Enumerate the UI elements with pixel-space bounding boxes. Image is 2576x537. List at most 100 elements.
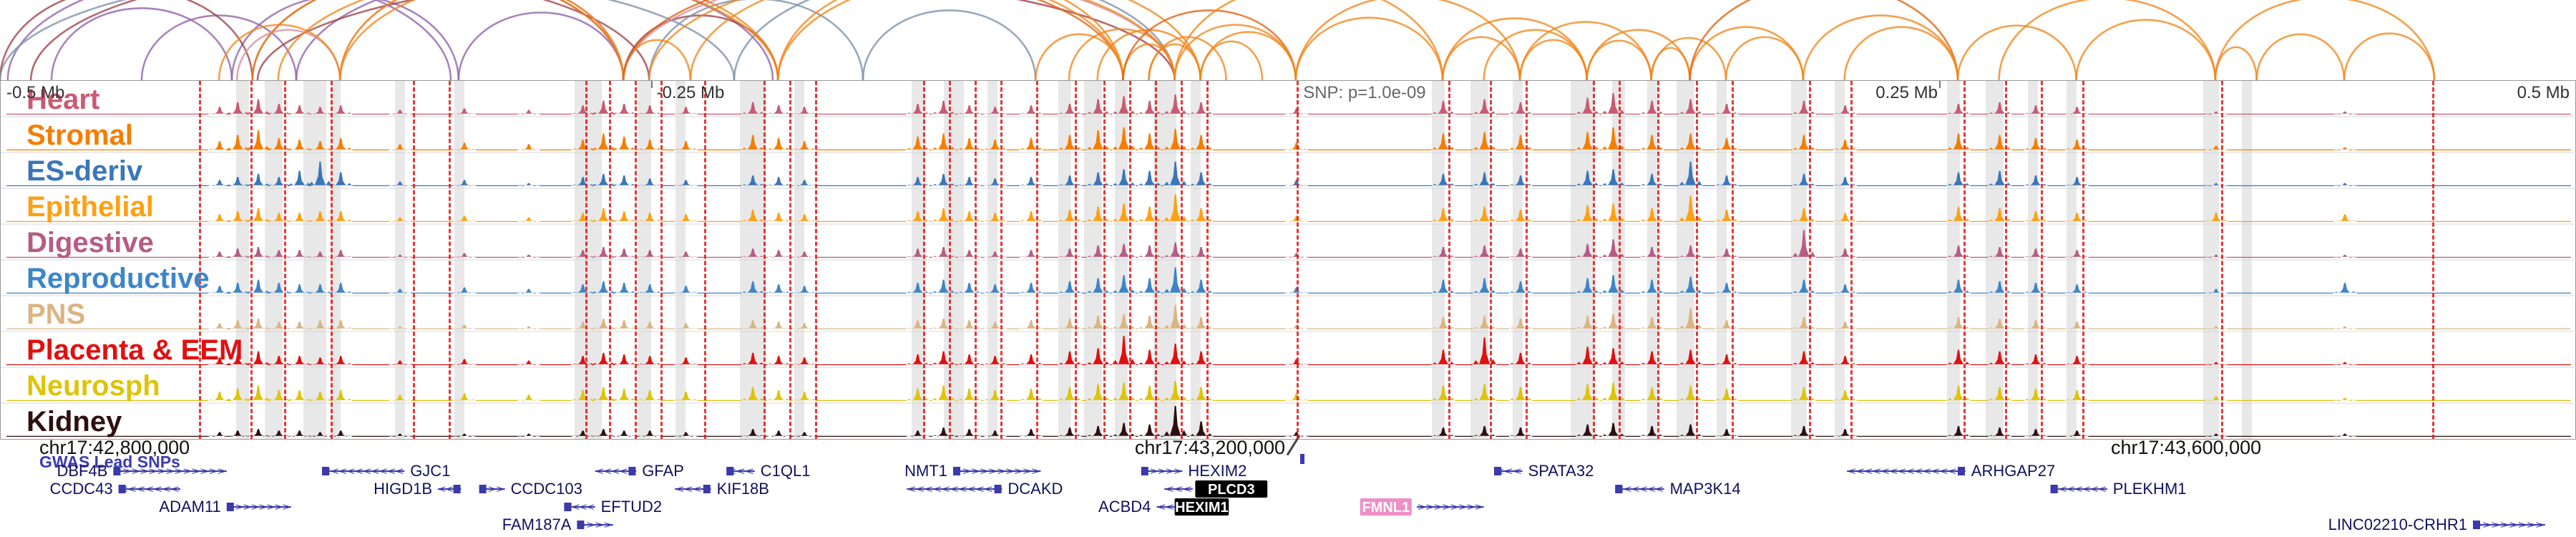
interaction-arc[interactable] (1518, 39, 1588, 80)
gene-label[interactable]: HEXIM2 (1188, 462, 1246, 480)
gene-exon-block (118, 485, 126, 493)
interaction-arc[interactable] (1174, 0, 1444, 80)
gene-label[interactable]: MAP3K14 (1670, 480, 1741, 498)
interaction-arc[interactable] (1724, 36, 1805, 80)
interaction-arc[interactable] (251, 0, 625, 80)
interaction-arc[interactable] (1650, 47, 1691, 80)
interaction-arc[interactable] (29, 0, 650, 80)
interaction-arc[interactable] (1294, 16, 1444, 80)
gene-label[interactable]: EFTUD2 (601, 498, 663, 516)
signal-track-heart[interactable] (6, 92, 2571, 115)
interaction-arc[interactable] (1843, 26, 1959, 80)
gene-label[interactable]: ARHGAP27 (1971, 462, 2055, 480)
interaction-arc[interactable] (648, 0, 864, 80)
gene-label[interactable]: GJC1 (410, 462, 450, 480)
interaction-arc[interactable] (1998, 0, 2217, 80)
gene-strand-right-arrows-icon: >>>> (577, 519, 613, 531)
interaction-arc[interactable] (6, 0, 452, 80)
interaction-arc[interactable] (2343, 32, 2436, 80)
gene-label[interactable]: FAM187A (502, 516, 572, 533)
gwas-track-label[interactable]: GWAS Lead SNPs (39, 453, 180, 471)
gene-box[interactable] (1360, 498, 1412, 516)
interaction-arc[interactable] (2075, 19, 2217, 80)
interaction-arc[interactable] (1441, 17, 1588, 80)
gene-exon-block (703, 485, 711, 493)
signal-track-epithelial[interactable] (6, 194, 2571, 222)
interaction-arc[interactable] (50, 7, 233, 80)
interaction-arc[interactable] (622, 0, 1124, 80)
interaction-arc[interactable] (0, 0, 254, 80)
interaction-arc[interactable] (1650, 37, 1727, 80)
gene-strand-left-arrows-icon: <<<<<< (1616, 483, 1664, 495)
interaction-arc[interactable] (2214, 0, 2436, 80)
gene-label[interactable]: SPATA32 (1528, 462, 1594, 480)
gene-label[interactable]: PLCD3 (1208, 482, 1255, 498)
signal-track-reproductive[interactable] (6, 267, 2571, 294)
gene-label[interactable]: DBF4B (57, 462, 107, 480)
signal-track-neurosph[interactable] (6, 381, 2571, 401)
signal-track-digestive[interactable] (6, 230, 2571, 258)
interaction-arc[interactable] (295, 0, 774, 80)
interaction-arc[interactable] (776, 0, 1124, 80)
gene-label[interactable]: ACBD4 (1098, 498, 1151, 516)
gene-strand-right-arrows-icon: >>>>> (1142, 465, 1182, 478)
interaction-arc[interactable] (1483, 29, 1588, 80)
interaction-arc[interactable] (1199, 31, 1297, 80)
interaction-arc[interactable] (277, 0, 779, 80)
interaction-arc[interactable] (622, 0, 1176, 80)
gene-label[interactable]: PLEKHM1 (2113, 480, 2187, 498)
interaction-arc[interactable] (1689, 0, 1959, 80)
gene-box[interactable] (1195, 480, 1268, 498)
interaction-arc[interactable] (2255, 33, 2346, 80)
gene-label[interactable]: LINC02210-CRHR1 (2328, 516, 2467, 533)
signal-track-placenta-eem[interactable] (6, 336, 2571, 365)
gene-strand-left-arrows-icon: << (1157, 501, 1174, 513)
interaction-arc[interactable] (1122, 9, 1297, 80)
gene-strand-left-arrows-icon: <<<<<<< (119, 483, 180, 495)
signal-tracks-canvas[interactable] (1, 81, 2576, 439)
gene-label[interactable]: DCAKD (1008, 480, 1063, 498)
signal-track-pns[interactable] (6, 304, 2571, 329)
gene-label[interactable]: HIGD1B (374, 480, 432, 498)
signal-track-es-deriv[interactable] (6, 161, 2571, 186)
gene-box[interactable] (1174, 498, 1229, 516)
interaction-arc[interactable] (776, 0, 1201, 80)
interaction-arc[interactable] (1689, 26, 1805, 80)
gene-strand-right-arrows-icon: >>>>>>>>>> (954, 465, 1040, 478)
interaction-arc[interactable] (1294, 0, 1521, 80)
gene-label[interactable]: GFAP (642, 462, 684, 480)
interaction-arc[interactable] (1586, 39, 1652, 80)
interaction-arc[interactable] (862, 9, 1037, 80)
coordinate-left: chr17:42,800,000 (39, 437, 190, 458)
gene-label[interactable]: HEXIM1 (1175, 500, 1228, 516)
interaction-arc[interactable] (1148, 36, 1227, 80)
gene-label[interactable]: FMNL1 (1362, 500, 1410, 516)
interaction-arc[interactable] (689, 0, 1124, 80)
gene-label[interactable]: NMT1 (904, 462, 947, 480)
interaction-arc[interactable] (1956, 24, 2077, 80)
interaction-arc[interactable] (1199, 40, 1264, 80)
lead-snp-tick[interactable] (1299, 454, 1304, 464)
chromatin-interaction-arcs-track (0, 0, 2436, 80)
interaction-arc[interactable] (251, 0, 625, 80)
coordinate-right: chr17:43,600,000 (2111, 437, 2262, 458)
gene-strand-right-arrows-icon: >>>>>>>> (228, 501, 291, 513)
gene-label[interactable]: ADAM11 (159, 498, 220, 516)
gene-label[interactable]: CCDC43 (50, 480, 113, 498)
interaction-arc[interactable] (230, 0, 460, 80)
interaction-arc[interactable] (457, 11, 625, 80)
gene-exon-block (1615, 485, 1623, 493)
signal-track-kidney[interactable] (6, 406, 2571, 437)
signal-track-stromal[interactable] (6, 127, 2571, 150)
gwas-lead-snps-track: GWAS Lead SNPs (0, 453, 2576, 471)
interaction-arc[interactable] (338, 0, 779, 80)
gene-label[interactable]: C1QL1 (761, 462, 811, 480)
interaction-arc[interactable] (338, 0, 625, 80)
interaction-arc[interactable] (1586, 29, 1691, 80)
interaction-arc[interactable] (0, 0, 736, 80)
gene-label[interactable]: KIF18B (717, 480, 769, 498)
gene-strand-left-arrows-icon: <<<<< (596, 465, 636, 478)
gene-label[interactable]: CCDC103 (511, 480, 582, 498)
interaction-arc[interactable] (1034, 33, 1124, 80)
